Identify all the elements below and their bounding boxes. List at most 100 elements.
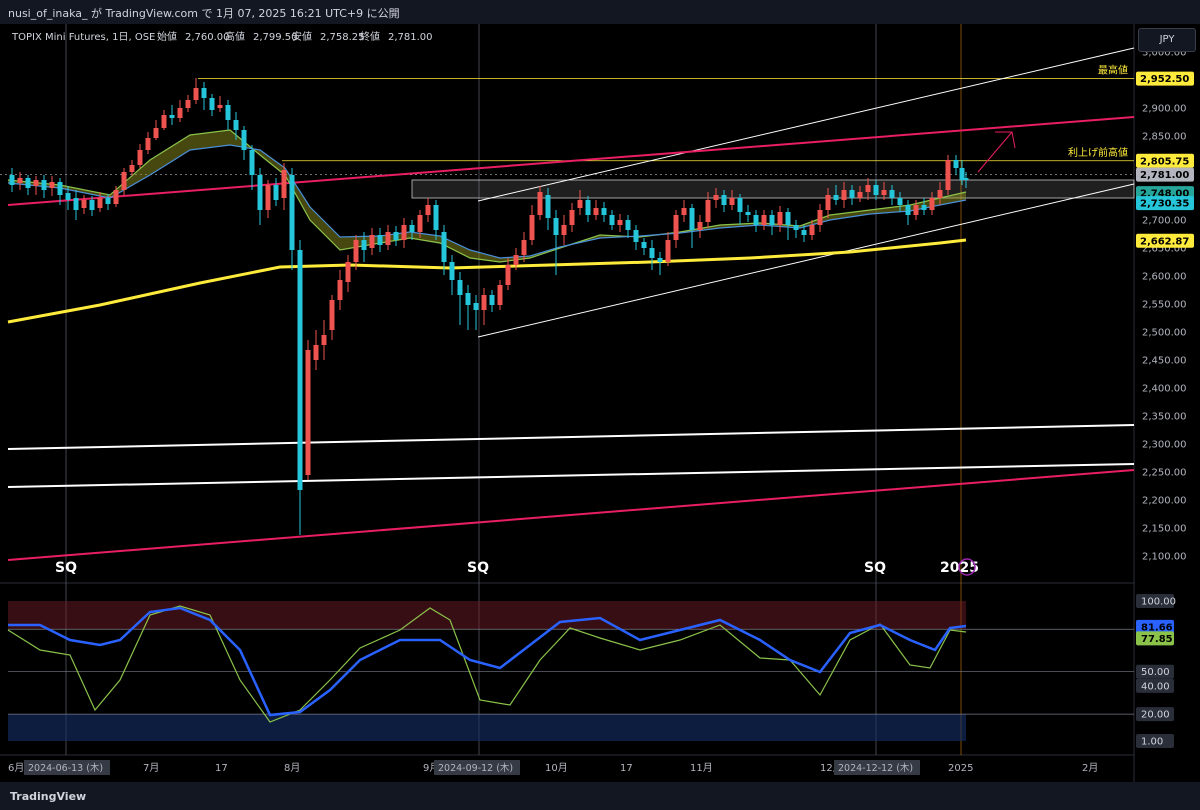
candle-body-5 (49, 182, 55, 188)
price-label-5: 2,662.87 (1136, 233, 1194, 248)
candle-body-78 (633, 230, 639, 242)
candle-body-77 (625, 220, 631, 230)
osc-tick-text-0: 1.00 (1141, 736, 1163, 747)
date-label-text-2: 2024-12-12 (木) (838, 762, 913, 774)
time-tick-10: 2月 (1082, 762, 1098, 774)
price-label-text-2: 2,781.00 (1140, 170, 1189, 181)
time-tick-1: 7月 (143, 762, 159, 774)
candle-body-57 (465, 293, 471, 305)
price-tick-5: 2,350.00 (1142, 412, 1187, 423)
candle-body-80 (649, 248, 655, 258)
price-label-bg-5 (1136, 233, 1194, 248)
date-label-bg-1 (434, 760, 520, 775)
currency-button[interactable]: JPY (1138, 28, 1196, 52)
candle-body-58 (473, 303, 479, 310)
osc-tick-1: 20.00 (1136, 707, 1174, 722)
osc-tick-2: 40.00 (1136, 678, 1174, 693)
osc-tick-bg-0 (1136, 733, 1174, 748)
candle-body-81 (657, 258, 663, 262)
candle-body-90 (729, 198, 735, 205)
candle-body-95 (769, 215, 775, 225)
resistance-box (411, 179, 1135, 199)
footer-bar (0, 782, 1200, 810)
price-label-text-5: 2,662.87 (1140, 236, 1189, 247)
candle-body-7 (65, 193, 71, 200)
ema-slow-line (7, 144, 967, 259)
candle-body-94 (761, 215, 767, 225)
candle-body-109 (881, 190, 887, 195)
candle-body-75 (609, 215, 615, 225)
price-tick-0: 2,100.00 (1142, 552, 1187, 563)
stoch-d-line (7, 605, 967, 723)
candle-body-35 (289, 175, 295, 250)
candle-body-72 (585, 200, 591, 215)
channel-lower (477, 183, 1135, 338)
candle-body-20 (169, 115, 175, 118)
candle-body-98 (793, 225, 799, 230)
candle-body-97 (785, 212, 791, 225)
high-value: 2,799.50 (253, 32, 298, 43)
date-label-text-0: 2024-06-13 (木) (28, 762, 103, 774)
annotation-1: 利上げ前高値 (1068, 146, 1128, 159)
candle-body-47 (385, 232, 391, 245)
candle-body-61 (497, 285, 503, 305)
candle-body-113 (913, 205, 919, 215)
price-label-text-3: 2,748.00 (1140, 189, 1189, 200)
header-bar (0, 0, 1200, 24)
overbought-zone (8, 601, 966, 630)
candle-body-93 (753, 215, 759, 225)
candle-body-13 (113, 190, 119, 204)
price-label-1: 2,805.75 (1136, 153, 1194, 168)
candle-body-59 (481, 295, 487, 310)
long-support-1 (7, 424, 1135, 450)
price-tick-18: 3,000.00 (1142, 48, 1187, 59)
candle-body-74 (601, 208, 607, 215)
candle-body-100 (809, 225, 815, 235)
candle-body-104 (841, 190, 847, 200)
axes: 2,100.00 2,150.00 2,200.00 2,250.00 2,300.00… (8, 48, 1194, 775)
candle-body-10 (89, 200, 95, 210)
time-tick-7: 11月 (690, 762, 713, 774)
candle-body-96 (777, 212, 783, 225)
candle-body-50 (409, 225, 415, 232)
ema-fast-line (7, 129, 967, 263)
osc-tick-0: 1.00 (1136, 733, 1174, 748)
candle-body-91 (737, 198, 743, 212)
candle-body-49 (401, 225, 407, 240)
price-label-text-1: 2,805.75 (1140, 156, 1189, 167)
candle-body-11 (97, 198, 103, 208)
candle-body-46 (377, 235, 383, 245)
candle-body-1 (17, 178, 23, 183)
price-label-bg-4 (1136, 196, 1194, 211)
time-tick-3: 8月 (284, 762, 300, 774)
candle-body-8 (73, 198, 79, 210)
date-label-bg-2 (834, 760, 920, 775)
candle-body-65 (529, 215, 535, 240)
candle-body-16 (137, 150, 143, 165)
price-tick-15: 2,850.00 (1142, 132, 1187, 143)
candle-body-67 (545, 195, 551, 218)
time-tick-5: 10月 (545, 762, 568, 774)
oscillator-plot (7, 601, 1134, 741)
candle-body-55 (449, 262, 455, 280)
candle-body-37 (305, 350, 311, 475)
candle-body-6 (57, 182, 63, 195)
candle-body-69 (561, 225, 567, 235)
candle-body-66 (537, 192, 543, 215)
candle-body-115 (929, 198, 935, 210)
price-label-bg-1 (1136, 153, 1194, 168)
osc-value-bg-1 (1136, 631, 1174, 646)
osc-tick-3: 50.00 (1136, 664, 1174, 679)
price-tick-4: 2,300.00 (1142, 440, 1187, 451)
annotation-0: 最高値 (1098, 64, 1128, 77)
sq-label-0: SQ (55, 560, 77, 576)
symbol-title: TOPIX Mini Futures, 1日, OSE (11, 32, 155, 43)
trendline-upper (7, 116, 1135, 206)
publish-info: nusi_of_inaka_ が TradingView.com で 1月 07… (8, 7, 400, 20)
candle-body-45 (369, 235, 375, 248)
candle-body-71 (577, 200, 583, 208)
candle-body-86 (697, 222, 703, 230)
osc-tick-text-3: 50.00 (1141, 667, 1170, 678)
candle-body-84 (681, 208, 687, 215)
